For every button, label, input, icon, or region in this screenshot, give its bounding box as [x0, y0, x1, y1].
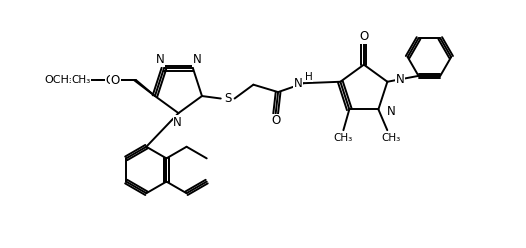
Text: N: N — [387, 105, 396, 118]
Text: H: H — [305, 72, 312, 82]
Text: N: N — [294, 77, 303, 90]
Text: O: O — [271, 114, 280, 127]
Text: N: N — [156, 54, 164, 66]
Text: N: N — [396, 73, 404, 86]
Text: OCH₃: OCH₃ — [45, 75, 74, 85]
Text: CH₃: CH₃ — [382, 133, 401, 143]
Text: O: O — [106, 74, 115, 87]
Text: N: N — [173, 116, 182, 128]
Text: CH₃: CH₃ — [334, 133, 353, 143]
Text: S: S — [224, 92, 231, 105]
Text: O: O — [111, 74, 120, 87]
Text: CH₃: CH₃ — [72, 75, 90, 85]
Text: O: O — [359, 31, 369, 43]
Text: N: N — [193, 54, 201, 66]
